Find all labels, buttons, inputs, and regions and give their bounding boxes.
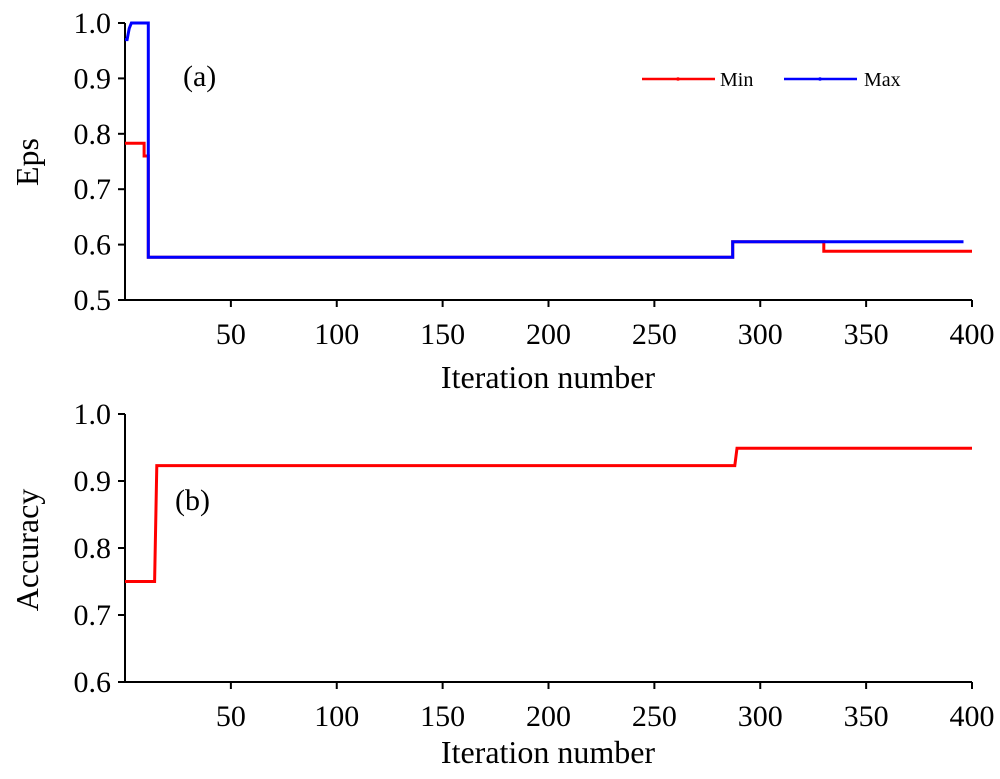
legend-marker-max: [818, 77, 822, 81]
y-tick-label: 0.9: [74, 62, 112, 95]
legend-a: Min Max: [642, 69, 901, 91]
y-tick-label: 1.0: [74, 398, 112, 431]
x-axis-title-a: Iteration number: [441, 359, 655, 395]
legend-label-min: Min: [720, 69, 753, 91]
y-tick-label: 0.8: [74, 118, 112, 151]
x-tick-label: 200: [526, 318, 571, 351]
panel-label-b: (b): [175, 484, 210, 517]
y-tick-label: 0.5: [74, 284, 112, 317]
y-tick-label: 0.6: [74, 666, 112, 699]
x-tick-label: 200: [526, 700, 571, 733]
x-tick-label: 350: [844, 318, 889, 351]
x-tick-label: 150: [420, 318, 465, 351]
x-tick-label: 350: [844, 700, 889, 733]
chart-panel-a: (a) Eps Iteration number Min Max 50 100 15…: [9, 7, 995, 395]
legend-marker-min: [676, 77, 680, 81]
x-tick-label: 300: [738, 700, 783, 733]
x-tick-label: 100: [314, 700, 359, 733]
legend-label-max: Max: [864, 69, 901, 91]
chart-panel-b: (b) Accuracy Iteration number 50 100 150 20…: [9, 398, 995, 770]
y-tick-label: 1.0: [74, 7, 112, 40]
series-line-accuracy: [125, 446, 972, 583]
x-tick-label: 400: [950, 318, 995, 351]
y-axis-title-b: Accuracy: [9, 489, 45, 612]
x-tick-label: 250: [632, 700, 677, 733]
x-axis-title-b: Iteration number: [441, 734, 655, 770]
y-tick-label: 0.7: [74, 173, 112, 206]
y-tick-label: 0.7: [74, 599, 112, 632]
x-tick-label: 50: [216, 700, 246, 733]
y-axis-title-a: Eps: [9, 138, 45, 186]
x-tick-label: 100: [314, 318, 359, 351]
y-tick-label: 0.6: [74, 229, 112, 262]
x-tick-label: 400: [950, 700, 995, 733]
x-tick-label: 250: [632, 318, 677, 351]
y-tick-label: 0.8: [74, 532, 112, 565]
x-tick-label: 150: [420, 700, 465, 733]
x-tick-label: 300: [738, 318, 783, 351]
y-tick-label: 0.9: [74, 465, 112, 498]
panel-label-a: (a): [183, 60, 216, 93]
series-line-max: [125, 21, 964, 259]
series-line-min: [125, 141, 972, 259]
x-tick-label: 50: [216, 318, 246, 351]
